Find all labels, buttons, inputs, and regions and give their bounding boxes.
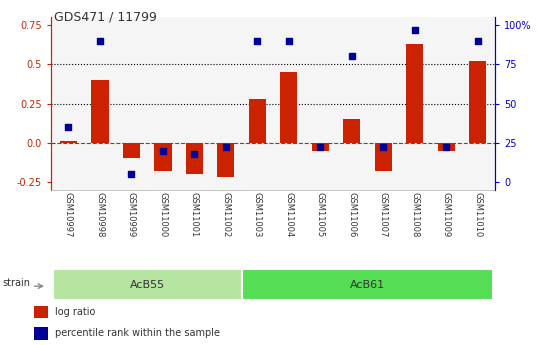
Text: GSM11000: GSM11000 bbox=[158, 192, 167, 237]
Text: GDS471 / 11799: GDS471 / 11799 bbox=[54, 10, 157, 23]
Text: GSM11006: GSM11006 bbox=[347, 192, 356, 237]
Bar bbox=[249, 99, 266, 143]
Text: GSM10997: GSM10997 bbox=[64, 192, 73, 237]
Bar bbox=[406, 44, 423, 143]
Point bbox=[442, 145, 450, 150]
Bar bbox=[34, 327, 48, 339]
Text: AcB55: AcB55 bbox=[130, 280, 165, 289]
Bar bbox=[91, 80, 109, 143]
Bar bbox=[280, 72, 298, 143]
Point bbox=[64, 124, 73, 130]
Bar bbox=[34, 306, 48, 318]
Bar bbox=[53, 269, 242, 300]
Text: GSM11008: GSM11008 bbox=[410, 192, 419, 237]
Point bbox=[410, 27, 419, 32]
Bar bbox=[312, 143, 329, 150]
Text: GSM11003: GSM11003 bbox=[253, 192, 262, 237]
Point bbox=[316, 145, 324, 150]
Bar bbox=[186, 143, 203, 174]
Text: GSM11009: GSM11009 bbox=[442, 192, 451, 237]
Bar bbox=[242, 269, 493, 300]
Bar bbox=[437, 143, 455, 150]
Point bbox=[348, 54, 356, 59]
Text: AcB61: AcB61 bbox=[350, 280, 385, 289]
Text: GSM11010: GSM11010 bbox=[473, 192, 482, 237]
Text: GSM11001: GSM11001 bbox=[190, 192, 199, 237]
Point bbox=[127, 171, 136, 177]
Text: GSM10998: GSM10998 bbox=[95, 192, 104, 237]
Bar bbox=[60, 141, 77, 143]
Bar bbox=[343, 119, 360, 143]
Bar bbox=[374, 143, 392, 171]
Bar bbox=[469, 61, 486, 143]
Text: log ratio: log ratio bbox=[55, 307, 95, 317]
Bar bbox=[217, 143, 235, 177]
Text: percentile rank within the sample: percentile rank within the sample bbox=[55, 328, 220, 338]
Text: GSM11002: GSM11002 bbox=[221, 192, 230, 237]
Point bbox=[222, 145, 230, 150]
Text: GSM11005: GSM11005 bbox=[316, 192, 325, 237]
Point bbox=[473, 38, 482, 43]
Point bbox=[190, 151, 199, 156]
Text: strain: strain bbox=[3, 278, 31, 288]
Bar bbox=[123, 143, 140, 158]
Point bbox=[379, 145, 387, 150]
Bar bbox=[154, 143, 172, 171]
Text: GSM11007: GSM11007 bbox=[379, 192, 388, 237]
Point bbox=[159, 148, 167, 153]
Text: GSM11004: GSM11004 bbox=[284, 192, 293, 237]
Point bbox=[285, 38, 293, 43]
Point bbox=[253, 38, 261, 43]
Point bbox=[96, 38, 104, 43]
Text: GSM10999: GSM10999 bbox=[127, 192, 136, 237]
